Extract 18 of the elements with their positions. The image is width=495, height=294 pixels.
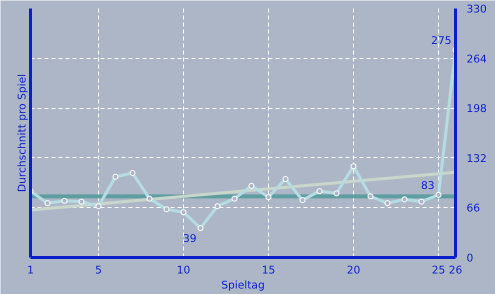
y-tick-label: 330 bbox=[466, 2, 488, 16]
y-tick-label: 132 bbox=[466, 152, 487, 165]
data-label: 39 bbox=[182, 232, 197, 246]
x-tick-label: 26 bbox=[448, 264, 462, 276]
y-tick-label: 264 bbox=[466, 52, 488, 66]
x-tick-label: 15 bbox=[262, 264, 276, 276]
data-label: 83 bbox=[420, 178, 435, 192]
y-tick-label: 198 bbox=[466, 102, 488, 116]
x-tick-label: 1 bbox=[27, 264, 34, 276]
x-tick-label: 25 bbox=[432, 264, 446, 276]
y-axis-title: Durchschnitt pro Spiel bbox=[16, 74, 28, 192]
x-tick-label: 5 bbox=[95, 264, 102, 276]
data-label: 275 bbox=[431, 34, 452, 47]
y-tick-label: 0 bbox=[466, 252, 474, 264]
x-axis-title: Spieltag bbox=[221, 278, 265, 292]
x-tick-label: 10 bbox=[176, 264, 190, 276]
x-tick-label: 20 bbox=[346, 264, 360, 276]
y-tick-label: 66 bbox=[466, 202, 480, 215]
